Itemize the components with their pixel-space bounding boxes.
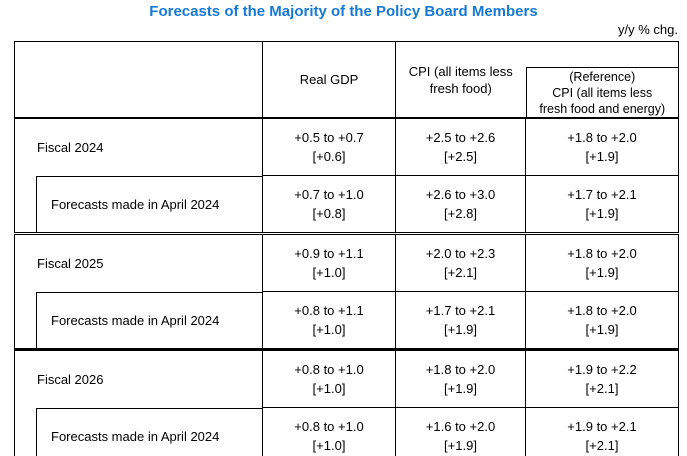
table-row-april-forecast-2026: Forecasts made in April 2024 +0.8 to +1.… (14, 407, 679, 456)
forecast-median: [+2.1] (585, 381, 619, 396)
forecast-range: +1.9 to +2.2 (567, 362, 637, 377)
forecast-median: [+2.1] (585, 438, 619, 453)
forecast-median: [+1.0] (312, 322, 346, 337)
indent-box: Forecasts made in April 2024 (36, 175, 262, 232)
gdp-cell: +0.8 to +1.0 [+1.0] (262, 348, 396, 408)
row-label-cell: Forecasts made in April 2024 (15, 291, 263, 350)
forecast-range: +0.7 to +1.0 (294, 187, 364, 202)
forecast-range: +1.7 to +2.1 (425, 303, 496, 318)
forecast-range: +1.6 to +2.0 (425, 419, 496, 434)
gdp-cell: +0.9 to +1.1 [+1.0] (262, 232, 396, 292)
forecast-range: +1.8 to +2.0 (567, 303, 637, 318)
forecast-median: [+2.5] (444, 149, 477, 164)
gdp-cell: +0.8 to +1.1 [+1.0] (262, 291, 396, 350)
table-row-fiscal-2025: Fiscal 2025 +0.9 to +1.1 [+1.0] +2.0 to … (14, 232, 679, 292)
header-empty-cell (14, 41, 263, 119)
gdp-cell: +0.7 to +1.0 [+0.8] (262, 175, 396, 234)
forecast-median: [+1.9] (444, 381, 477, 396)
row-label-cell: Forecasts made in April 2024 (14, 407, 263, 456)
forecast-range: +2.0 to +2.3 (425, 246, 496, 261)
header-row: Real GDP CPI (all items less fresh food)… (14, 41, 679, 119)
forecast-median: [+1.0] (312, 381, 346, 396)
cpi-cell: +2.0 to +2.3 [+2.1] (395, 232, 526, 292)
cpi-cell: +1.8 to +2.0 [+1.9] (395, 348, 526, 408)
forecast-range: +1.9 to +2.1 (567, 419, 637, 434)
gdp-cell: +0.8 to +1.0 [+1.0] (262, 407, 396, 456)
row-label: Fiscal 2025 (14, 232, 263, 292)
forecast-median: [+1.0] (312, 438, 346, 453)
forecast-median: [+1.0] (312, 265, 346, 280)
indent-box: Forecasts made in April 2024 (36, 407, 262, 456)
forecast-median: [+1.9] (585, 206, 619, 221)
row-label: Fiscal 2024 (37, 139, 104, 155)
forecast-range: +0.8 to +1.0 (294, 362, 364, 377)
forecast-range: +0.9 to +1.1 (294, 246, 364, 261)
forecast-median: [+1.9] (585, 149, 619, 164)
reference-cell: +1.8 to +2.0 [+1.9] (525, 232, 679, 292)
header-cpi: CPI (all items less fresh food) (395, 41, 526, 119)
unit-note: y/y % chg. (618, 22, 678, 37)
cpi-cell: +1.7 to +2.1 [+1.9] (395, 291, 526, 350)
forecast-table: Real GDP CPI (all items less fresh food)… (14, 41, 679, 456)
forecast-range: +2.5 to +2.6 (425, 130, 496, 145)
table-row-april-forecast-2025: Forecasts made in April 2024 +0.8 to +1.… (15, 291, 679, 350)
reference-header-box: (Reference) CPI (all items less fresh fo… (525, 67, 678, 117)
header-reference-cell: (Reference) CPI (all items less fresh fo… (525, 41, 679, 119)
reference-cell: +1.9 to +2.2 [+2.1] (525, 348, 679, 408)
gdp-cell: +0.5 to +0.7 [+0.6] (262, 118, 396, 176)
forecast-median: [+2.1] (444, 265, 477, 280)
indent-box: Forecasts made in April 2024 (36, 291, 262, 348)
forecast-median: [+1.9] (444, 322, 477, 337)
forecast-range: +0.8 to +1.0 (294, 419, 364, 434)
forecast-range: +0.5 to +0.7 (294, 130, 364, 145)
row-label: Forecasts made in April 2024 (51, 196, 220, 212)
reference-cell: +1.7 to +2.1 [+1.9] (525, 175, 679, 234)
forecast-range: +0.8 to +1.1 (294, 303, 364, 318)
forecast-median: [+0.6] (312, 149, 346, 164)
cpi-cell: +2.6 to +3.0 [+2.8] (395, 175, 526, 234)
forecast-range: +2.6 to +3.0 (425, 187, 496, 202)
forecast-median: [+1.9] (444, 438, 477, 453)
cpi-cell: +2.5 to +2.6 [+2.5] (395, 118, 526, 176)
forecast-range: +1.8 to +2.0 (567, 130, 637, 145)
forecast-range: +1.7 to +2.1 (567, 187, 637, 202)
reference-cell: +1.8 to +2.0 [+1.9] (525, 291, 679, 350)
row-label-cell: Forecasts made in April 2024 (15, 175, 263, 234)
table-row-fiscal-2024: Fiscal 2024 +0.5 to +0.7 [+0.6] +2.5 to … (15, 118, 679, 176)
reference-cell: +1.9 to +2.1 [+2.1] (525, 407, 679, 456)
forecast-median: [+2.8] (444, 206, 477, 221)
forecast-range: +1.8 to +2.0 (567, 246, 637, 261)
cpi-cell: +1.6 to +2.0 [+1.9] (395, 407, 526, 456)
forecast-median: [+1.9] (585, 322, 619, 337)
reference-cell: +1.8 to +2.0 [+1.9] (525, 118, 679, 176)
forecast-median: [+0.8] (312, 206, 346, 221)
forecast-range: +1.8 to +2.0 (425, 362, 496, 377)
table-row-fiscal-2026: Fiscal 2026 +0.8 to +1.0 [+1.0] +1.8 to … (14, 348, 679, 408)
row-label: Fiscal 2026 (14, 348, 263, 408)
page-title: Forecasts of the Majority of the Policy … (149, 3, 538, 20)
table-row-april-forecast-2024: Forecasts made in April 2024 +0.7 to +1.… (15, 175, 679, 234)
row-label: Forecasts made in April 2024 (51, 312, 220, 328)
row-label: Forecasts made in April 2024 (51, 428, 220, 444)
forecast-median: [+1.9] (585, 265, 619, 280)
header-real-gdp: Real GDP (262, 41, 396, 119)
